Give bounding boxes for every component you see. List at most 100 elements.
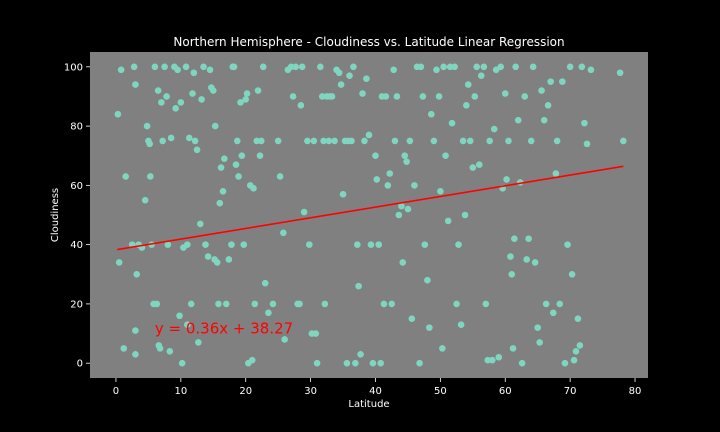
data-point bbox=[388, 300, 396, 308]
data-point bbox=[248, 356, 256, 364]
data-point bbox=[480, 63, 488, 71]
x-tick-label: 0 bbox=[113, 386, 119, 397]
data-point bbox=[117, 66, 125, 74]
data-point bbox=[424, 276, 431, 284]
data-point bbox=[455, 241, 462, 248]
data-point bbox=[304, 137, 311, 145]
data-point bbox=[242, 96, 250, 103]
data-point bbox=[159, 137, 166, 145]
data-point bbox=[122, 173, 129, 180]
data-point bbox=[193, 146, 201, 154]
data-point bbox=[114, 110, 122, 118]
data-point bbox=[404, 205, 412, 213]
data-point bbox=[211, 122, 219, 130]
data-point bbox=[406, 137, 414, 145]
data-point bbox=[151, 63, 159, 71]
data-point bbox=[416, 359, 423, 367]
data-point bbox=[233, 137, 241, 145]
data-point bbox=[339, 190, 347, 198]
x-tick-label: 10 bbox=[174, 386, 187, 397]
data-point bbox=[202, 241, 209, 248]
y-axis-label: Cloudiness bbox=[50, 188, 61, 242]
data-point bbox=[384, 182, 392, 189]
data-point bbox=[518, 359, 526, 367]
data-point bbox=[217, 164, 225, 171]
y-tick-label: 0 bbox=[77, 359, 83, 370]
data-point bbox=[564, 241, 571, 248]
data-point bbox=[313, 359, 321, 367]
data-point bbox=[174, 66, 181, 74]
data-point bbox=[257, 137, 265, 145]
data-point bbox=[325, 137, 333, 145]
data-point bbox=[147, 173, 154, 180]
data-point bbox=[184, 241, 191, 248]
data-point bbox=[375, 241, 383, 248]
data-point bbox=[490, 125, 498, 133]
data-point bbox=[276, 173, 284, 180]
data-point bbox=[132, 350, 139, 358]
data-point bbox=[163, 93, 170, 100]
data-point bbox=[507, 253, 514, 260]
data-point bbox=[209, 87, 217, 94]
data-point bbox=[495, 353, 503, 361]
data-point bbox=[417, 63, 425, 71]
data-point bbox=[444, 217, 452, 225]
data-point bbox=[190, 69, 198, 77]
data-point bbox=[254, 87, 262, 94]
data-point bbox=[235, 173, 242, 180]
data-point bbox=[523, 256, 530, 263]
data-point bbox=[373, 176, 381, 183]
data-point bbox=[215, 300, 222, 308]
data-point bbox=[382, 93, 390, 100]
data-point bbox=[616, 69, 624, 77]
regression-equation: y = 0.36x + 38.27 bbox=[155, 320, 293, 338]
data-point bbox=[578, 63, 586, 71]
data-point bbox=[178, 359, 186, 367]
data-point bbox=[219, 187, 227, 195]
data-point bbox=[566, 63, 574, 71]
data-point bbox=[182, 63, 190, 71]
data-point bbox=[497, 63, 505, 71]
data-point bbox=[421, 241, 429, 248]
data-point bbox=[185, 134, 193, 142]
data-point bbox=[292, 63, 299, 71]
data-point bbox=[133, 270, 141, 278]
data-point bbox=[153, 300, 161, 308]
data-point bbox=[359, 90, 366, 97]
data-point bbox=[357, 350, 364, 358]
data-point bbox=[393, 93, 401, 100]
data-point bbox=[419, 93, 427, 100]
data-point bbox=[195, 339, 202, 346]
data-point bbox=[346, 72, 353, 80]
data-point bbox=[320, 137, 327, 145]
plot-area bbox=[90, 52, 648, 378]
data-point bbox=[274, 137, 282, 145]
data-point bbox=[167, 134, 175, 142]
data-point bbox=[372, 152, 379, 160]
data-point bbox=[471, 93, 479, 100]
data-point bbox=[158, 99, 165, 106]
data-point bbox=[281, 336, 288, 343]
data-point bbox=[300, 208, 308, 216]
data-point bbox=[514, 116, 522, 124]
data-point bbox=[473, 63, 481, 71]
data-point bbox=[146, 140, 153, 148]
data-point bbox=[350, 63, 357, 71]
data-point bbox=[430, 137, 438, 145]
data-point bbox=[408, 315, 416, 323]
data-point bbox=[363, 75, 370, 82]
data-point bbox=[486, 137, 493, 145]
x-tick-label: 80 bbox=[629, 386, 642, 397]
data-point bbox=[232, 161, 240, 168]
data-point bbox=[451, 63, 458, 71]
data-point bbox=[176, 312, 183, 320]
data-point bbox=[312, 330, 320, 337]
x-tick-label: 40 bbox=[369, 386, 382, 397]
data-point bbox=[130, 63, 138, 71]
data-point bbox=[544, 102, 552, 109]
data-point bbox=[166, 348, 174, 355]
data-point bbox=[457, 321, 465, 328]
data-point bbox=[386, 170, 394, 177]
data-point bbox=[568, 270, 576, 278]
data-point bbox=[206, 66, 214, 74]
